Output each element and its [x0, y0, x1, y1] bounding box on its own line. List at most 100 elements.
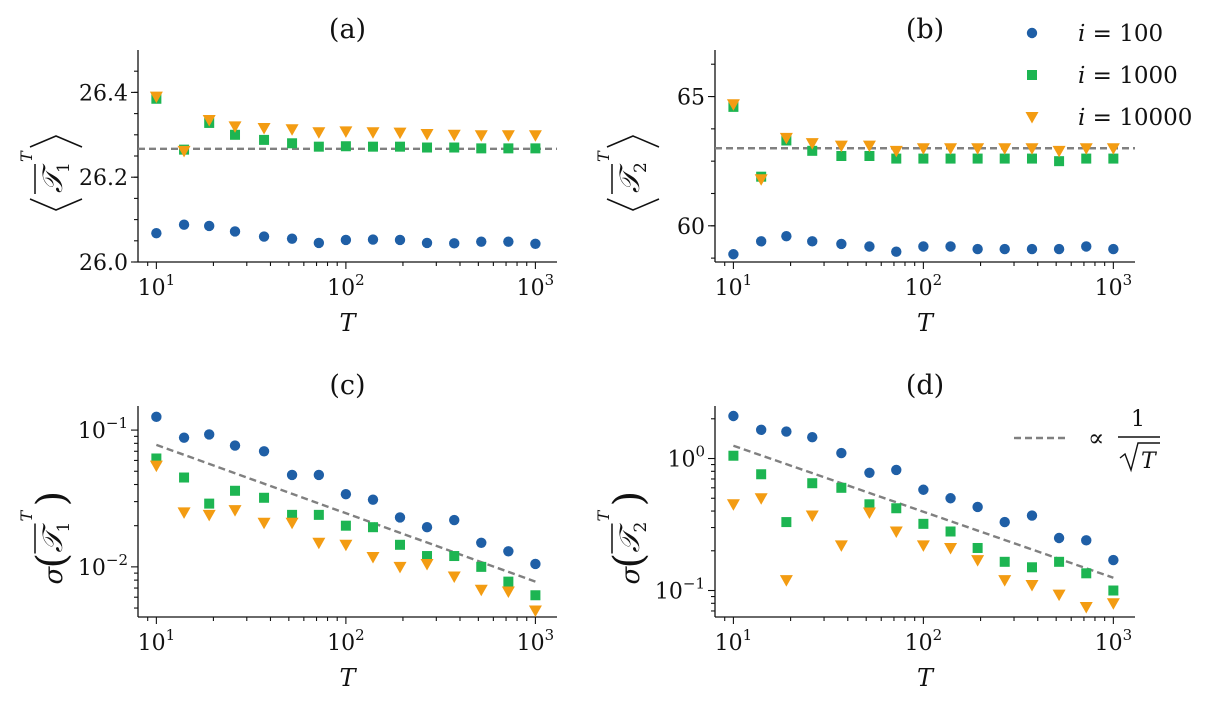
data-point	[287, 509, 298, 520]
data-point	[202, 114, 216, 127]
data-point	[889, 526, 903, 538]
x-tick-label: 101	[138, 626, 176, 656]
series-2	[728, 450, 1119, 596]
x-tick-base: 10	[138, 631, 166, 656]
data-point	[449, 142, 460, 153]
x-tick-label: 101	[715, 626, 753, 656]
data-point	[313, 237, 325, 249]
data-point	[503, 576, 514, 587]
x-tick-exponent: 2	[355, 271, 365, 289]
data-point	[203, 220, 215, 232]
data-point	[530, 143, 541, 154]
y-label-bracket-right	[606, 135, 660, 148]
y-axis-label: σ(𝒯2T)	[594, 491, 652, 585]
legend-variable: i	[1078, 105, 1085, 131]
x-tick-exponent: 3	[545, 271, 555, 289]
data-point	[1053, 243, 1065, 255]
data-point	[1025, 143, 1039, 155]
y-tick-label: 10−1	[655, 575, 705, 605]
data-point	[754, 493, 768, 505]
legend-sqrt-variable: T	[1141, 449, 1158, 474]
data-point	[422, 551, 433, 562]
data-point	[836, 447, 847, 459]
data-point	[862, 507, 876, 519]
y-label-superscript: T	[17, 150, 36, 162]
data-point	[1108, 554, 1119, 566]
legend-numerator: 1	[1131, 407, 1145, 432]
y-tick-base: 10	[667, 448, 695, 473]
data-point	[1106, 143, 1120, 155]
data-point	[530, 590, 541, 601]
series-3	[726, 99, 1120, 186]
data-point	[807, 145, 818, 156]
data-point	[476, 143, 487, 154]
y-tick-base: 10	[78, 556, 106, 581]
data-point	[805, 510, 819, 523]
data-point	[447, 129, 461, 142]
data-point	[864, 499, 875, 510]
series-1	[728, 230, 1119, 260]
legend-sqrt-sign	[1119, 442, 1160, 473]
data-point	[999, 153, 1010, 164]
legend-entry: i = 10000	[1078, 105, 1192, 131]
data-point	[916, 143, 930, 155]
data-point	[229, 226, 241, 237]
data-point	[258, 446, 270, 457]
data-point	[971, 143, 985, 155]
data-point	[864, 151, 875, 161]
x-tick-base: 10	[905, 631, 933, 656]
data-point	[916, 540, 930, 552]
x-tick-base: 10	[517, 631, 545, 656]
data-point	[449, 514, 460, 526]
x-tick-exponent: 3	[1123, 626, 1133, 644]
y-label-bracket-left	[606, 198, 660, 211]
x-tick-base: 10	[138, 276, 166, 301]
data-point	[944, 542, 958, 555]
data-point	[420, 558, 434, 571]
x-tick-label: 103	[517, 271, 555, 301]
data-point	[1079, 143, 1093, 155]
data-point	[449, 551, 460, 562]
data-point	[1054, 156, 1065, 167]
data-point	[1106, 598, 1120, 610]
y-tick-label: 10−1	[78, 414, 128, 444]
data-point	[474, 584, 488, 597]
data-point	[779, 132, 793, 145]
data-point	[501, 130, 515, 142]
data-point	[230, 485, 241, 496]
data-point	[998, 143, 1012, 155]
x-tick-exponent: 2	[933, 626, 943, 644]
data-point	[313, 141, 324, 152]
data-point	[340, 141, 351, 152]
data-point	[476, 537, 487, 548]
data-point	[807, 432, 818, 443]
x-tick-label: 102	[327, 626, 365, 656]
x-tick-base: 10	[327, 276, 355, 301]
y-tick-label: 26.4	[79, 81, 128, 106]
data-point	[503, 143, 514, 154]
data-point	[972, 542, 983, 553]
x-tick-exponent: 1	[166, 271, 176, 289]
y-tick-exponent: −1	[683, 575, 705, 593]
x-tick-base: 10	[905, 276, 933, 301]
data-point	[862, 140, 876, 153]
x-tick-exponent: 1	[166, 626, 176, 644]
data-point	[476, 561, 487, 572]
data-point	[421, 521, 433, 533]
data-point	[367, 522, 378, 533]
data-point	[1026, 562, 1037, 573]
data-point	[1054, 556, 1065, 567]
y-label-paren-left: (	[606, 553, 652, 569]
data-point	[287, 138, 298, 149]
x-tick-exponent: 2	[933, 271, 943, 289]
legend-marker	[1025, 112, 1039, 124]
y-label-superscript: T	[594, 150, 613, 162]
y-label-bracket-right	[29, 135, 83, 148]
data-point	[726, 499, 740, 511]
data-point	[864, 241, 875, 252]
data-point	[1081, 535, 1092, 546]
data-point	[807, 236, 818, 247]
data-point	[528, 605, 542, 617]
